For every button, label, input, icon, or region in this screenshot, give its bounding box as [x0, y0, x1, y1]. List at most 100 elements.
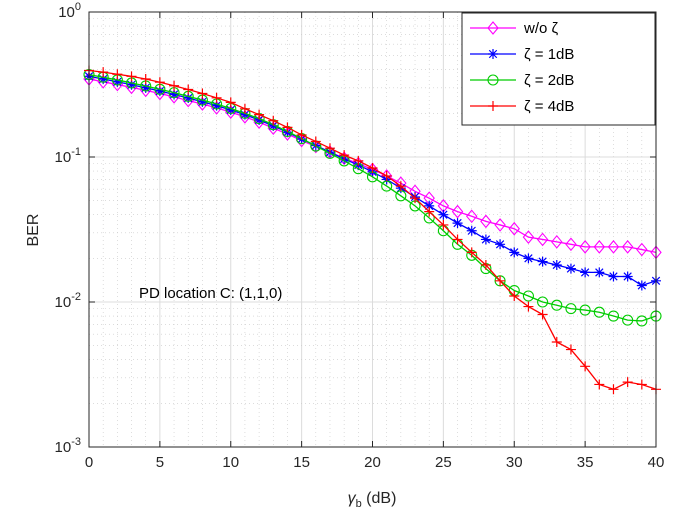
y-tick-label: 10-3 [55, 436, 81, 456]
x-tick-label: 40 [648, 454, 665, 471]
data-point-asterisk [254, 114, 265, 125]
x-tick-label: 10 [222, 454, 239, 471]
x-tick-label: 0 [85, 454, 93, 471]
data-point-plus [324, 143, 335, 154]
data-point-plus [452, 234, 463, 245]
data-point-diamond [451, 204, 464, 219]
data-point-plus [126, 71, 137, 82]
data-point-plus [608, 384, 619, 395]
x-tick-label: 25 [435, 454, 452, 471]
data-point-asterisk [523, 253, 534, 264]
data-point-asterisk [154, 86, 165, 97]
data-point-asterisk [239, 109, 250, 120]
x-axis-label-subscript: b [356, 498, 362, 510]
data-point-diamond [480, 214, 492, 229]
x-tick-label: 20 [364, 454, 381, 471]
data-point-diamond [551, 234, 563, 249]
data-point-diamond [607, 240, 620, 254]
data-point-plus [225, 97, 236, 108]
data-point-plus [268, 115, 279, 126]
data-point-plus [537, 309, 548, 320]
data-point-asterisk [438, 209, 449, 220]
y-tick-exponent: -3 [71, 436, 81, 448]
data-point-plus [353, 155, 364, 166]
data-point-asterisk [488, 49, 498, 59]
data-point-asterisk [537, 256, 548, 267]
data-point-asterisk [622, 271, 633, 282]
y-tick-base: 10 [58, 4, 75, 21]
data-point-plus [466, 247, 477, 258]
data-point-asterisk [169, 89, 180, 100]
legend: w/o ζ ζ = 1dB ζ = 2dB ζ = 4dB [461, 12, 656, 126]
data-point-plus [580, 361, 591, 372]
data-point-plus [424, 206, 435, 217]
data-point-diamond [621, 240, 634, 254]
data-point-plus [509, 290, 520, 301]
legend-label: ζ = 2dB [524, 72, 574, 89]
data-point-diamond [494, 218, 506, 232]
data-point-plus [112, 69, 123, 80]
data-point-plus [183, 84, 194, 95]
data-point-plus [296, 129, 307, 140]
data-point-plus [410, 193, 421, 204]
data-point-asterisk [98, 74, 109, 85]
annotation-text: PD location C: (1,1,0) [139, 285, 282, 302]
data-point-plus [339, 150, 350, 161]
data-point-plus [438, 219, 449, 230]
legend-label: ζ = 4dB [524, 98, 574, 115]
y-tick-base: 10 [55, 439, 72, 456]
data-point-plus [211, 92, 222, 103]
data-point-asterisk [112, 76, 123, 87]
data-point-circle [522, 290, 534, 302]
data-point-plus [594, 379, 605, 390]
x-tick-label: 35 [577, 454, 594, 471]
data-point-asterisk [594, 267, 605, 278]
data-point-plus [480, 259, 491, 270]
data-point-plus [488, 101, 498, 111]
series-lines [83, 65, 662, 395]
x-tick-label: 5 [156, 454, 164, 471]
data-point-diamond [593, 240, 606, 254]
y-tick-base: 10 [55, 149, 72, 166]
data-point-plus [495, 275, 506, 286]
data-point-circle [537, 296, 549, 308]
data-point-asterisk [140, 82, 151, 93]
data-point-asterisk [480, 234, 491, 245]
data-point-circle [579, 304, 591, 316]
data-point-asterisk [197, 96, 208, 107]
data-point-asterisk [551, 259, 562, 270]
data-point-asterisk [268, 120, 279, 131]
data-point-circle [636, 315, 648, 327]
data-point-diamond [536, 232, 549, 247]
data-point-plus [98, 67, 109, 78]
data-point-circle [381, 180, 393, 192]
data-point-asterisk [495, 239, 506, 250]
data-point-asterisk [452, 218, 463, 229]
y-tick-exponent: -2 [71, 291, 81, 303]
x-axis-label-symbol: γ [348, 490, 357, 507]
y-tick-exponent: 0 [75, 1, 81, 13]
data-point-plus [254, 109, 265, 120]
data-point-circle [565, 303, 577, 315]
data-point-asterisk [424, 200, 435, 211]
data-point-plus [523, 301, 534, 312]
data-point-asterisk [580, 267, 591, 278]
data-point-asterisk [126, 79, 137, 90]
data-point-diamond [466, 209, 478, 224]
data-point-circle [551, 299, 563, 311]
y-tick-label: 10-2 [55, 291, 81, 311]
data-point-plus [565, 344, 576, 355]
y-axis-label: BER [25, 214, 42, 247]
data-point-asterisk [466, 225, 477, 236]
data-point-asterisk [225, 104, 236, 115]
data-point-circle [487, 74, 499, 86]
y-tick-label: 100 [58, 1, 81, 21]
data-point-diamond [487, 21, 499, 35]
data-point-plus [381, 170, 392, 181]
data-point-circle [593, 306, 605, 318]
series-group [84, 65, 661, 395]
y-tick-exponent: -1 [71, 146, 81, 158]
legend-label: ζ = 1dB [524, 46, 574, 63]
